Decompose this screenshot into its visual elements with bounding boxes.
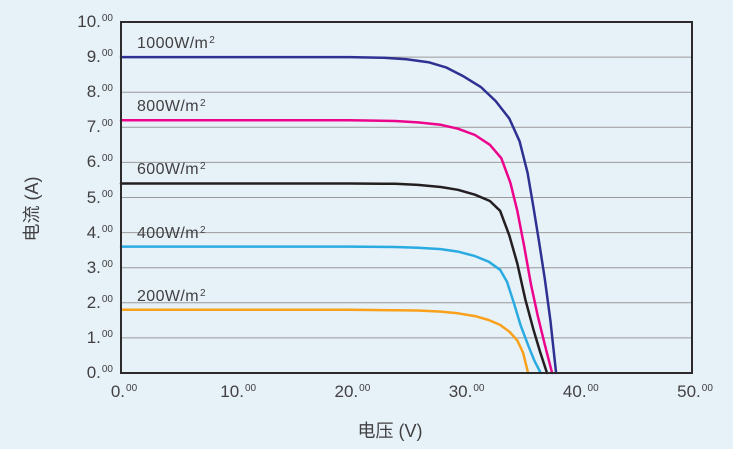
tick-superscript: 00 <box>101 118 113 130</box>
tick-superscript: 00 <box>101 48 113 60</box>
squared-superscript: 2 <box>199 287 206 299</box>
curve-label-1000wm2: 1000W/m2 <box>137 35 216 53</box>
y-tick-label-6: 6.00 <box>86 152 113 172</box>
squared-superscript: 2 <box>199 161 206 173</box>
x-tick-label-40: 40.00 <box>562 382 599 401</box>
tick-superscript: 00 <box>101 328 113 340</box>
curve-label-800wm2: 800W/m2 <box>137 98 206 116</box>
y-tick-label-9: 9.00 <box>86 47 113 67</box>
curve-600wm2 <box>119 182 549 375</box>
curve-label-400wm2: 400W/m2 <box>137 224 206 242</box>
y-tick-label-5: 5.00 <box>86 187 113 207</box>
tick-superscript: 00 <box>101 13 113 24</box>
tick-superscript: 00 <box>101 364 113 375</box>
tick-superscript: 00 <box>701 383 713 394</box>
y-tick-label-0: 0.00 <box>86 363 113 382</box>
y-axis-title: 电流 (A) <box>22 176 42 242</box>
x-tick-label-10: 10.00 <box>220 382 257 401</box>
tick-superscript: 00 <box>101 153 113 165</box>
x-tick-label-20: 20.00 <box>334 382 371 401</box>
y-tick-label-10: 10.00 <box>77 12 113 31</box>
y-tick-label-2: 2.00 <box>86 292 113 312</box>
squared-superscript: 2 <box>199 98 206 110</box>
curve-label-600wm2: 600W/m2 <box>137 161 206 179</box>
x-tick-label-0: 0.00 <box>110 382 138 401</box>
x-tick-label-50: 50.00 <box>677 382 713 401</box>
curve-800wm2 <box>119 119 554 375</box>
y-tick-label-3: 3.00 <box>86 257 113 277</box>
y-tick-label-8: 8.00 <box>86 82 113 102</box>
tick-superscript: 00 <box>587 383 599 394</box>
y-tick-label-4: 4.00 <box>86 222 113 242</box>
tick-superscript: 00 <box>359 383 371 394</box>
tick-superscript: 00 <box>101 223 113 235</box>
squared-superscript: 2 <box>199 224 206 236</box>
plot-border <box>120 21 693 374</box>
y-tick-label-1: 1.00 <box>86 327 113 347</box>
tick-superscript: 00 <box>126 383 138 394</box>
curve-label-200wm2: 200W/m2 <box>137 287 206 305</box>
tick-superscript: 00 <box>101 83 113 95</box>
tick-superscript: 00 <box>101 258 113 270</box>
tick-superscript: 00 <box>244 383 257 394</box>
tick-superscript: 00 <box>101 293 113 305</box>
y-tick-label-7: 7.00 <box>86 117 113 137</box>
tick-superscript: 00 <box>473 383 485 394</box>
x-axis-title: 电压 (V) <box>357 421 423 441</box>
curve-200wm2 <box>119 308 530 375</box>
squared-superscript: 2 <box>209 35 216 47</box>
curve-1000wm2 <box>119 55 558 375</box>
curve-400wm2 <box>119 245 542 375</box>
x-tick-label-30: 30.00 <box>448 382 485 401</box>
tick-superscript: 00 <box>101 188 113 200</box>
